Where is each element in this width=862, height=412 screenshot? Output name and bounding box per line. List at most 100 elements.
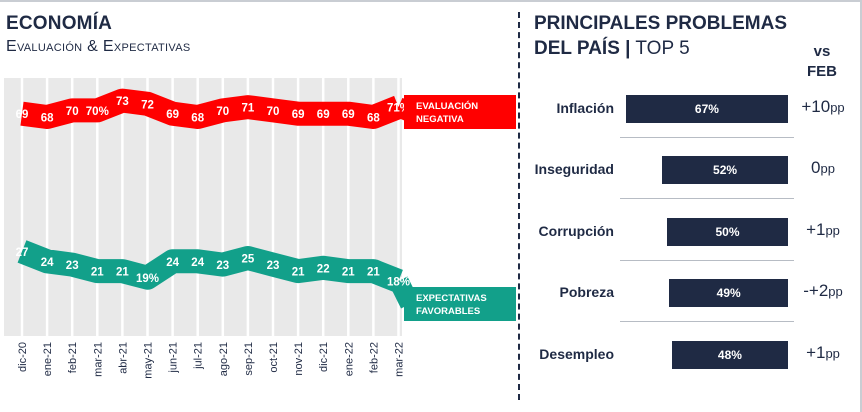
point-label-favorables-dic-20: 27: [16, 247, 29, 259]
legend-text-negativa-1: EVALUACIÓN: [416, 100, 478, 112]
problem-label-corrupcion: Corrupción: [538, 223, 614, 239]
problemas-subtitle-sep: |: [625, 38, 631, 59]
x-tick-label-dic-21: dic-21: [318, 342, 330, 372]
point-label-negativa-jul-21: 68: [191, 112, 204, 124]
point-label-negativa-ago-21: 70: [216, 106, 229, 118]
problem-label-pobreza: Pobreza: [559, 284, 614, 300]
point-label-favorables-oct-21: 23: [267, 260, 280, 272]
problem-row-pobreza: Pobreza 49% -+2pp: [0, 274, 862, 314]
feb-label: FEB: [807, 63, 837, 80]
point-label-negativa-jun-21: 69: [166, 109, 179, 121]
problem-separator-3: [620, 260, 794, 261]
problem-value-corrupcion: 50%: [715, 225, 740, 239]
point-label-negativa-mar-21: 70%: [86, 106, 109, 118]
problem-bar-pobreza: 49%: [669, 279, 788, 307]
point-label-favorables-dic-21: 22: [317, 263, 330, 275]
point-label-favorables-ene-21: 24: [41, 257, 54, 269]
problem-delta-inseguridad: 0pp: [811, 158, 835, 177]
legend-text-negativa-2: NEGATIVA: [416, 114, 464, 125]
problem-delta-unit-corrupcion: pp: [825, 223, 840, 238]
point-label-negativa-feb-21: 70: [66, 106, 79, 118]
x-tick-label-jun-21: jun-21: [168, 342, 180, 374]
problem-delta-pobreza: -+2pp: [803, 281, 843, 300]
problemas-subtitle-bold: DEL PAÍS: [534, 38, 620, 59]
legend-text-favorables-2: FAVORABLES: [416, 306, 480, 317]
point-label-negativa-nov-21: 69: [292, 109, 305, 121]
legend-box-negativa: [404, 95, 516, 129]
point-label-negativa-dic-20: 69: [16, 109, 29, 121]
problem-value-inflacion: 67%: [694, 102, 719, 116]
problem-bar-inseguridad: 52%: [662, 156, 788, 184]
point-label-negativa-sep-21: 71: [242, 103, 255, 115]
problem-label-inseguridad: Inseguridad: [534, 161, 614, 177]
frame-top-border: [0, 0, 862, 2]
point-label-negativa-oct-21: 70: [267, 106, 280, 118]
problemas-title: PRINCIPALES PROBLEMAS: [534, 13, 788, 34]
problem-label-inflacion: Inflación: [556, 100, 614, 116]
problem-bar-inflacion: 67%: [625, 95, 788, 123]
problem-value-pobreza: 49%: [716, 286, 741, 300]
economia-title: ECONOMÍA: [6, 13, 113, 34]
series-band-negativa: [20, 88, 403, 129]
point-label-negativa-may-21: 72: [141, 99, 154, 111]
vs-label: vs: [813, 43, 831, 60]
point-label-favorables-mar-21: 21: [91, 267, 104, 279]
problem-delta-inflacion: +10pp: [801, 97, 845, 116]
point-label-negativa-feb-22: 68: [367, 112, 380, 124]
problem-separator-1: [620, 137, 794, 138]
point-label-negativa-abr-21: 73: [116, 96, 129, 108]
problem-bar-corrupcion: 50%: [667, 218, 788, 246]
problem-delta-corrupcion: +1pp: [806, 220, 840, 239]
vs-feb-header: vs FEB: [796, 42, 848, 82]
point-label-favorables-ene-22: 21: [342, 267, 355, 279]
x-tick-label-sep-21: sep-21: [243, 342, 255, 376]
point-label-favorables-sep-21: 25: [242, 254, 255, 266]
x-tick-label-ene-21: ene-21: [42, 342, 54, 376]
x-tick-label-jul-21: jul-21: [193, 342, 205, 370]
problem-delta-unit-pobreza: pp: [828, 284, 843, 299]
point-label-favorables-nov-21: 21: [292, 267, 305, 279]
problem-delta-desempleo: +1pp: [806, 343, 840, 362]
point-label-negativa-ene-22: 69: [342, 109, 355, 121]
problem-delta-unit-desempleo: pp: [825, 346, 840, 361]
problem-row-desempleo: Desempleo 48% +1pp: [0, 336, 862, 376]
x-tick-label-mar-21: mar-21: [92, 342, 104, 377]
problem-row-inseguridad: Inseguridad 52% 0pp: [0, 151, 862, 191]
point-label-favorables-feb-21: 23: [66, 260, 79, 272]
problem-value-desempleo: 48%: [717, 348, 742, 362]
point-label-favorables-feb-22: 21: [367, 267, 380, 279]
legend-box-favorables: [404, 287, 516, 321]
series-band-favorables: [17, 240, 403, 293]
economia-subtitle: Evaluación & Expectativas: [6, 38, 191, 55]
problem-row-corrupcion: Corrupción 50% +1pp: [0, 213, 862, 253]
problem-row-inflacion: Inflación 67% +10pp: [0, 90, 862, 130]
x-tick-label-mar-22: mar-22: [394, 342, 406, 377]
point-label-favorables-ago-21: 23: [216, 260, 229, 272]
point-label-favorables-may-21: 19%: [136, 273, 159, 285]
point-label-favorables-abr-21: 21: [116, 267, 129, 279]
x-tick-label-nov-21: nov-21: [293, 342, 305, 376]
problem-bar-desempleo: 48%: [671, 341, 788, 369]
point-label-favorables-jul-21: 24: [191, 257, 204, 269]
x-tick-label-ago-21: ago-21: [218, 342, 230, 376]
point-label-negativa-dic-21: 69: [317, 109, 330, 121]
point-label-negativa-ene-21: 68: [41, 112, 54, 124]
problem-separator-4: [620, 321, 794, 322]
problem-separator-2: [620, 198, 794, 199]
panel-divider: [518, 12, 520, 400]
x-tick-label-feb-21: feb-21: [67, 342, 79, 373]
x-tick-label-ene-22: ene-22: [343, 342, 355, 376]
x-tick-label-oct-21: oct-21: [268, 342, 280, 373]
problemas-subtitle-rest: TOP 5: [635, 38, 690, 59]
point-label-favorables-jun-21: 24: [166, 257, 179, 269]
x-tick-label-feb-22: feb-22: [368, 342, 380, 373]
x-tick-label-may-21: may-21: [143, 342, 155, 379]
problem-delta-unit-inseguridad: pp: [820, 161, 835, 176]
x-tick-label-abr-21: abr-21: [117, 342, 129, 374]
frame-right-border: [860, 0, 862, 412]
problem-delta-unit-inflacion: pp: [830, 100, 845, 115]
legend-text-favorables-1: EXPECTATIVAS: [416, 293, 487, 304]
x-tick-label-dic-20: dic-20: [17, 342, 29, 372]
point-label-favorables-mar-22: 18%: [387, 276, 410, 288]
